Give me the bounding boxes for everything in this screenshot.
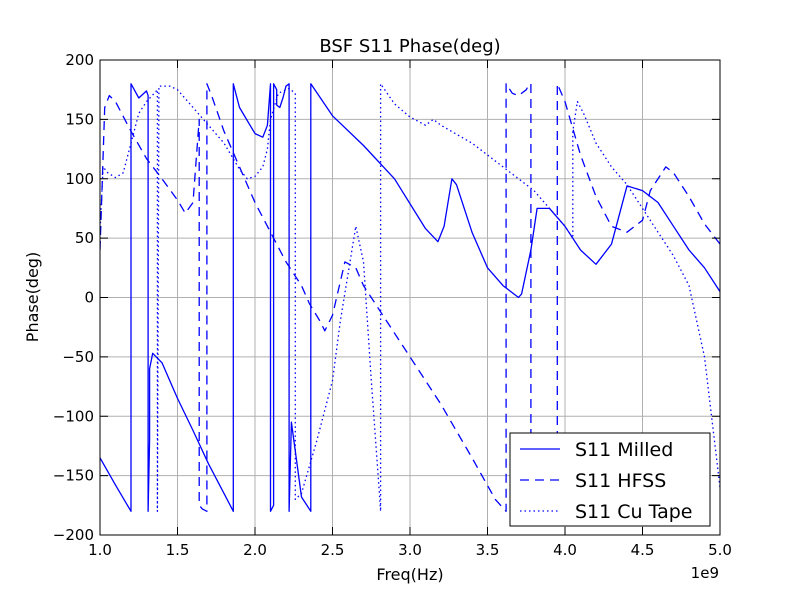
x-tick-label: 4.5 xyxy=(631,541,655,559)
y-tick-label: 50 xyxy=(75,229,94,247)
y-tick-label: 100 xyxy=(65,170,94,188)
series-line-s11-hfss xyxy=(100,83,720,512)
x-tick-label: 3.0 xyxy=(398,541,422,559)
y-tick-label: −100 xyxy=(53,407,94,425)
legend-label: S11 Milled xyxy=(575,439,673,461)
x-tick-label: 5.0 xyxy=(708,541,732,559)
x-axis-title: Freq(Hz) xyxy=(376,565,443,584)
x-tick-label: 2.0 xyxy=(243,541,267,559)
x-offset-label: 1e9 xyxy=(691,564,719,582)
series-layer xyxy=(100,83,720,512)
x-tick-label: 3.5 xyxy=(476,541,500,559)
x-tick-label: 2.5 xyxy=(321,541,345,559)
chart-title: BSF S11 Phase(deg) xyxy=(319,36,500,57)
legend-label: S11 HFSS xyxy=(575,470,666,492)
x-tick-label: 4.0 xyxy=(553,541,577,559)
y-tick-label: 150 xyxy=(65,110,94,128)
axis-tick-labels: 1.0 1.5 2.0 2.5 3.0 3.5 4.0 4.5 5.0 −200 −150 −100 −… xyxy=(53,51,732,559)
legend-label: S11 Cu Tape xyxy=(575,501,692,523)
y-tick-label: 200 xyxy=(65,51,94,69)
y-tick-label: 0 xyxy=(84,289,94,307)
x-tick-label: 1.0 xyxy=(88,541,112,559)
axis-ticks xyxy=(99,59,721,536)
legend: S11 Milled S11 HFSS S11 Cu Tape xyxy=(509,432,711,527)
x-tick-label: 1.5 xyxy=(166,541,190,559)
series-line-s11-milled xyxy=(100,83,720,512)
y-tick-label: −50 xyxy=(62,348,94,366)
y-tick-label: −200 xyxy=(53,526,94,544)
y-tick-label: −150 xyxy=(53,467,94,485)
y-axis-title: Phase(deg) xyxy=(23,252,42,342)
series-line-s11-cu-tape xyxy=(100,83,720,512)
